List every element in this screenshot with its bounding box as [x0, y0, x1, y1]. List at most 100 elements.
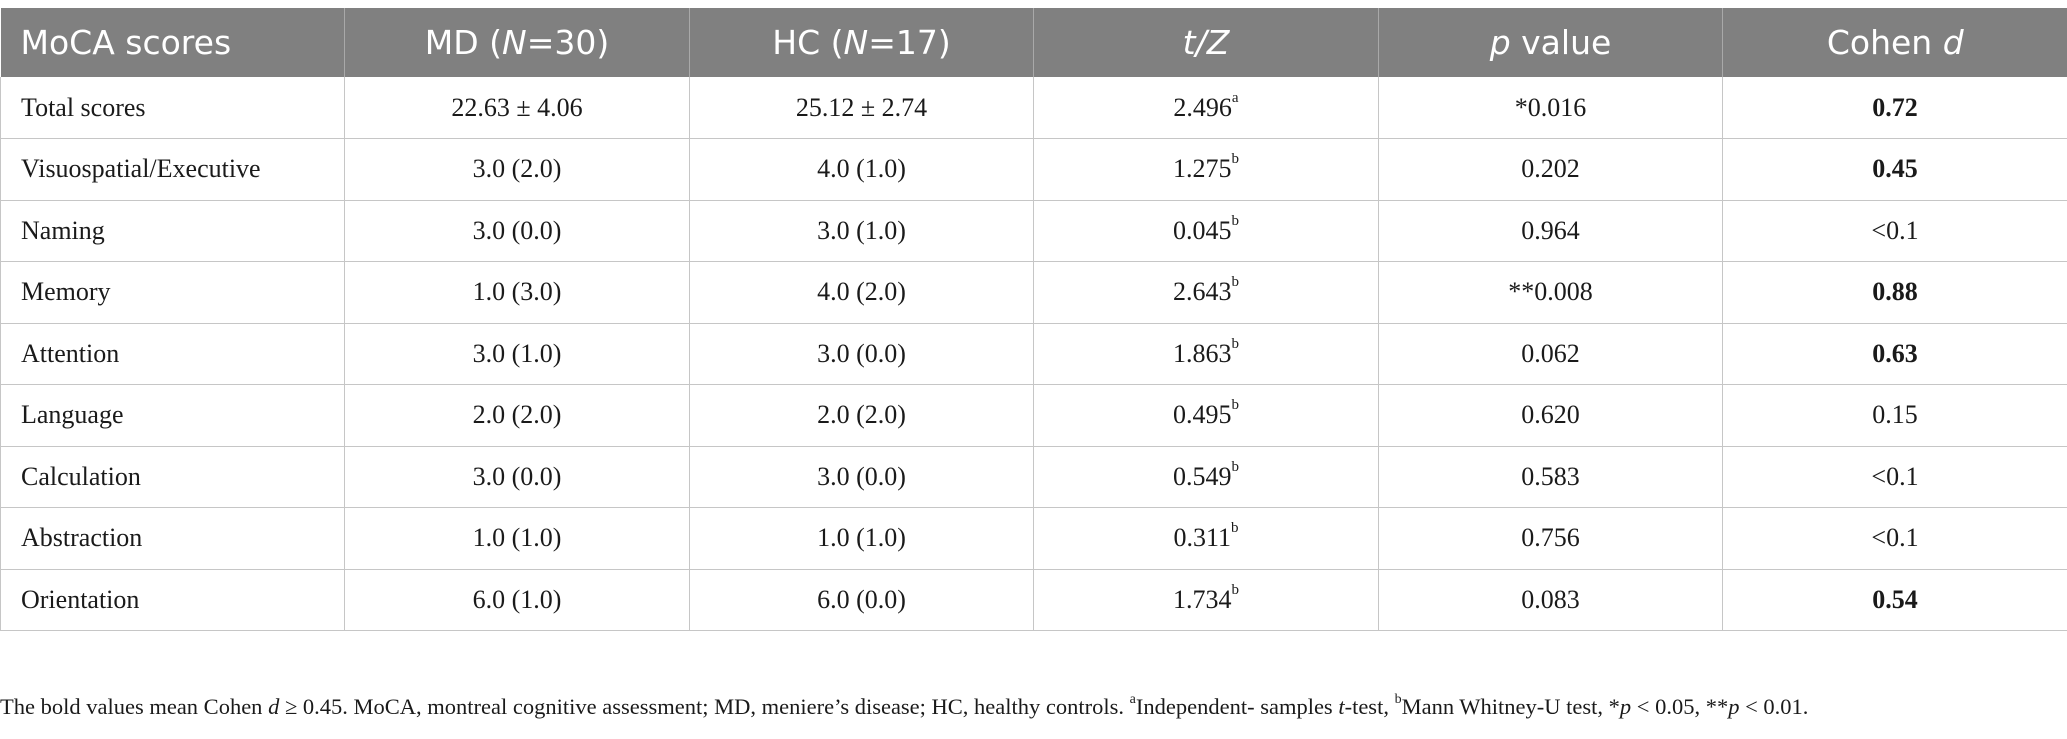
- row-label: Memory: [0, 261, 345, 324]
- row-label: Visuospatial/Executive: [0, 138, 345, 201]
- header-hc-ital: N: [843, 23, 869, 62]
- md-value: 2.0 (2.0): [344, 384, 690, 447]
- footnote-t: t: [1338, 694, 1345, 719]
- tz-superscript: a: [1231, 89, 1239, 106]
- md-value: 6.0 (1.0): [344, 569, 690, 631]
- footnote-p2: p: [1728, 694, 1740, 719]
- tz-superscript: b: [1231, 458, 1240, 475]
- header-hc: HC (N=17): [689, 8, 1034, 77]
- p-value: **0.008: [1378, 261, 1723, 324]
- header-tz-ital: t/Z: [1182, 23, 1230, 62]
- p-value: 0.202: [1378, 138, 1723, 201]
- p-value: 0.583: [1378, 446, 1723, 508]
- md-value: 1.0 (3.0): [344, 261, 690, 324]
- tz-cell: 1.275b: [1033, 138, 1379, 201]
- cohen-d-value: <0.1: [1722, 446, 2067, 508]
- tz-cell: 0.495b: [1033, 384, 1379, 447]
- footnote-sup-a: a: [1129, 692, 1136, 707]
- tz-value: 0.045: [1173, 215, 1232, 245]
- table-body: Total scores 22.63 ± 4.06 25.12 ± 2.74 2…: [0, 77, 2067, 631]
- md-value: 3.0 (0.0): [344, 446, 690, 508]
- footnote-part3: Independent- samples: [1135, 694, 1339, 719]
- tz-value: 1.863: [1173, 338, 1232, 368]
- md-value: 3.0 (2.0): [344, 138, 690, 201]
- p-value: 0.062: [1378, 323, 1723, 385]
- row-label: Naming: [0, 200, 345, 262]
- table-row: Visuospatial/Executive 3.0 (2.0) 4.0 (1.…: [0, 138, 2067, 201]
- md-value: 1.0 (1.0): [344, 507, 690, 570]
- header-md: MD (N=30): [344, 8, 690, 77]
- tz-cell: 0.045b: [1033, 200, 1379, 262]
- table-row: Total scores 22.63 ± 4.06 25.12 ± 2.74 2…: [0, 77, 2067, 139]
- table-container: MoCA scores MD (N=30) HC (N=17) t/Z p va…: [0, 8, 2067, 631]
- footnote-d: d: [268, 694, 280, 719]
- row-label: Total scores: [0, 77, 345, 139]
- cohen-d-value: 0.63: [1722, 323, 2067, 385]
- hc-value: 3.0 (0.0): [689, 323, 1034, 385]
- header-md-pre: MD (: [424, 23, 503, 62]
- header-tz: t/Z: [1033, 8, 1379, 77]
- cohen-d-value: 0.15: [1722, 384, 2067, 447]
- table-row: Language 2.0 (2.0) 2.0 (2.0) 0.495b 0.62…: [0, 384, 2067, 447]
- md-value: 22.63 ± 4.06: [344, 77, 690, 139]
- md-value: 3.0 (1.0): [344, 323, 690, 385]
- p-value: 0.964: [1378, 200, 1723, 262]
- tz-superscript: b: [1231, 520, 1239, 537]
- header-cohen-pre: Cohen: [1826, 23, 1943, 62]
- tz-value: 1.275: [1173, 154, 1232, 184]
- tz-cell: 1.863b: [1033, 323, 1379, 385]
- tz-value: 2.496: [1173, 92, 1232, 122]
- footnote-part7: < 0.01.: [1739, 694, 1809, 719]
- p-value: 0.620: [1378, 384, 1723, 447]
- footnote-part2: ≥ 0.45. MoCA, montreal cognitive assessm…: [279, 694, 1130, 719]
- tz-cell: 1.734b: [1033, 569, 1379, 631]
- table-row: Abstraction 1.0 (1.0) 1.0 (1.0) 0.311b 0…: [0, 507, 2067, 570]
- hc-value: 4.0 (2.0): [689, 261, 1034, 324]
- header-cohen-ital: d: [1942, 23, 1964, 62]
- header-hc-pre: HC (: [772, 23, 844, 62]
- row-label: Orientation: [0, 569, 345, 631]
- table-row: Orientation 6.0 (1.0) 6.0 (0.0) 1.734b 0…: [0, 569, 2067, 631]
- table-row: Naming 3.0 (0.0) 3.0 (1.0) 0.045b 0.964 …: [0, 200, 2067, 262]
- tz-superscript: b: [1231, 151, 1240, 168]
- table-row: Attention 3.0 (1.0) 3.0 (0.0) 1.863b 0.0…: [0, 323, 2067, 385]
- tz-superscript: b: [1231, 274, 1240, 291]
- p-value: 0.083: [1378, 569, 1723, 631]
- tz-superscript: b: [1231, 581, 1240, 598]
- tz-superscript: b: [1231, 212, 1240, 229]
- header-p-ital: p: [1489, 23, 1511, 62]
- row-label: Attention: [0, 323, 345, 385]
- header-md-ital: N: [502, 23, 527, 62]
- cohen-d-value: 0.72: [1722, 77, 2067, 139]
- hc-value: 2.0 (2.0): [689, 384, 1034, 447]
- tz-cell: 0.549b: [1033, 446, 1379, 508]
- header-moca-scores: MoCA scores: [0, 8, 345, 77]
- footnote-part6: < 0.05, **: [1631, 694, 1729, 719]
- tz-value: 0.311: [1173, 523, 1232, 553]
- tz-superscript: b: [1231, 335, 1240, 352]
- table-row: Calculation 3.0 (0.0) 3.0 (0.0) 0.549b 0…: [0, 446, 2067, 508]
- p-value: *0.016: [1378, 77, 1723, 139]
- hc-value: 3.0 (1.0): [689, 200, 1034, 262]
- moca-scores-table: MoCA scores MD (N=30) HC (N=17) t/Z p va…: [0, 8, 2067, 631]
- header-p-post: value: [1510, 23, 1612, 62]
- row-label: Calculation: [0, 446, 345, 508]
- header-row: MoCA scores MD (N=30) HC (N=17) t/Z p va…: [0, 8, 2067, 77]
- tz-cell: 0.311b: [1033, 507, 1379, 570]
- header-hc-post: =17): [868, 23, 951, 62]
- tz-value: 0.495: [1173, 400, 1232, 430]
- footnote-sup-b: b: [1394, 692, 1402, 707]
- row-label: Abstraction: [0, 507, 345, 570]
- tz-value: 0.549: [1173, 461, 1232, 491]
- table-row: Memory 1.0 (3.0) 4.0 (2.0) 2.643b **0.00…: [0, 261, 2067, 324]
- hc-value: 3.0 (0.0): [689, 446, 1034, 508]
- header-md-post: =30): [526, 23, 610, 62]
- tz-value: 2.643: [1173, 277, 1232, 307]
- header-p-value: p value: [1378, 8, 1723, 77]
- table-header: MoCA scores MD (N=30) HC (N=17) t/Z p va…: [0, 8, 2067, 77]
- cohen-d-value: 0.45: [1722, 138, 2067, 201]
- table-footnote: The bold values mean Cohen d ≥ 0.45. MoC…: [0, 692, 2067, 720]
- cohen-d-value: 0.88: [1722, 261, 2067, 324]
- hc-value: 4.0 (1.0): [689, 138, 1034, 201]
- hc-value: 25.12 ± 2.74: [689, 77, 1034, 139]
